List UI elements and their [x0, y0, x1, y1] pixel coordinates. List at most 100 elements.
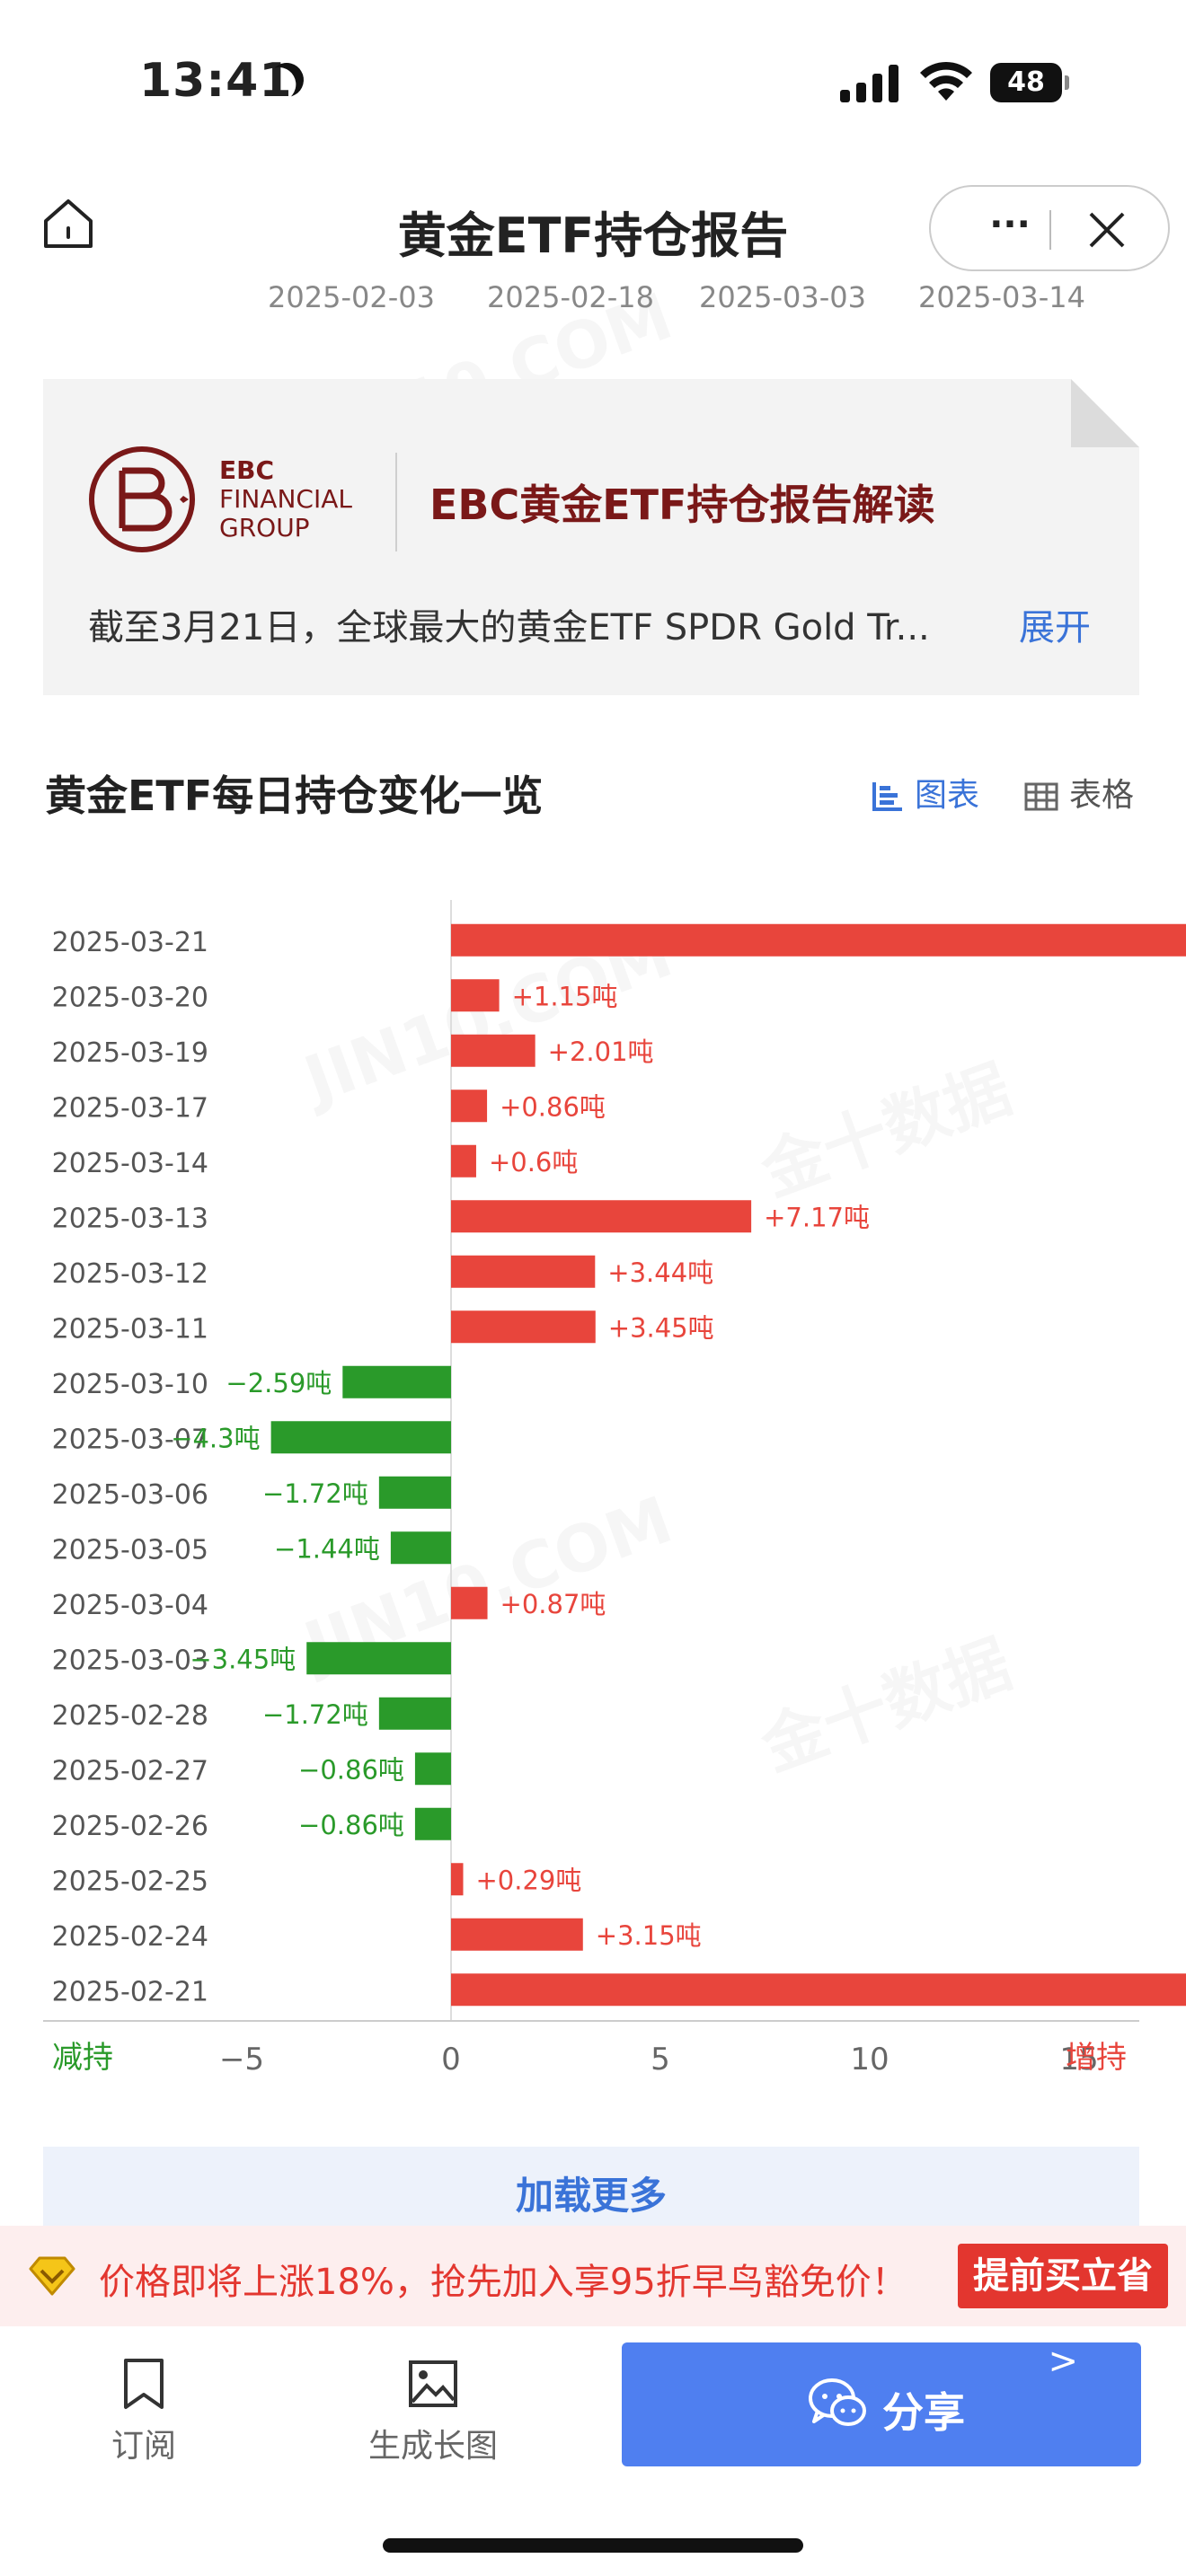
home-icon[interactable] [40, 196, 96, 251]
generate-long-image-button[interactable]: 生成长图 [352, 2357, 514, 2466]
section-title: 黄金ETF每日持仓变化一览 [45, 772, 544, 820]
bar [378, 1476, 451, 1509]
category-label: 2025-03-20 [52, 982, 208, 1013]
data-label: +1.15吨 [512, 981, 618, 1011]
bar [451, 1863, 464, 1896]
category-label: 2025-03-21 [52, 927, 208, 958]
category-label: 2025-02-24 [52, 1921, 208, 1953]
long-image-label: 生成长图 [367, 2428, 498, 2465]
category-label: 2025-03-10 [52, 1369, 208, 1400]
more-button[interactable]: ··· [989, 204, 1031, 245]
data-label: +0.86吨 [500, 1091, 606, 1122]
x-tick-label: −5 [219, 2042, 264, 2075]
logo-line: GROUP [219, 513, 310, 543]
buy-now-button[interactable]: 提前买立省 [958, 2244, 1168, 2308]
miniprogram-capsule: ··· [929, 185, 1170, 271]
bar-chart-icon [872, 782, 902, 811]
data-label: −1.72吨 [262, 1699, 368, 1730]
bar [451, 979, 500, 1012]
cellular-signal-icon [840, 65, 899, 102]
bar [414, 1752, 451, 1786]
bar [306, 1642, 451, 1675]
category-label: 2025-02-27 [52, 1755, 208, 1786]
data-label: −1.44吨 [274, 1533, 380, 1564]
data-label: +3.44吨 [607, 1257, 713, 1288]
battery-icon: 48 [990, 63, 1069, 102]
category-label: 2025-03-19 [52, 1037, 208, 1069]
subscribe-button[interactable]: 订阅 [63, 2357, 225, 2466]
bottom-action-bar: 订阅 生成长图 分享 > [0, 2328, 1186, 2576]
x-tick-label: 0 [441, 2042, 461, 2075]
category-label: 2025-02-21 [52, 1976, 208, 2007]
bar [414, 1807, 451, 1840]
bar [378, 1697, 451, 1730]
bar [270, 1421, 451, 1454]
category-label: 2025-03-17 [52, 1092, 208, 1124]
ebc-card-heading: EBC黄金ETF持仓报告解读 [429, 481, 935, 529]
x-tick-label: 10 [850, 2042, 889, 2075]
ebc-logo-icon [89, 446, 195, 552]
date-strip-label: 2025-02-03 [268, 280, 435, 314]
category-label: 2025-03-11 [52, 1313, 208, 1345]
bar [451, 1310, 596, 1344]
category-label: 2025-02-26 [52, 1811, 208, 1842]
category-label: 2025-02-28 [52, 1700, 208, 1732]
ebc-logo-text: EBC FINANCIAL GROUP [219, 456, 352, 543]
bar [451, 1973, 1186, 2007]
data-label: +0.6吨 [489, 1147, 578, 1178]
data-label: +2.01吨 [548, 1037, 654, 1067]
data-label: −0.86吨 [298, 1754, 404, 1785]
data-label: −1.72吨 [262, 1478, 368, 1509]
share-label: 分享 [882, 2388, 965, 2437]
bar [451, 1200, 752, 1233]
expand-link[interactable]: 展开 [1019, 607, 1091, 648]
bar [451, 1034, 535, 1067]
logo-divider [395, 453, 397, 551]
promo-text: 价格即将上涨18%，抢先加入享95折早鸟豁免价！ [99, 2262, 907, 2303]
bar [390, 1531, 451, 1565]
bar [451, 1586, 488, 1619]
holdings-change-chart: 2025-03-21+20.08吨2025-03-20+1.15吨2025-03… [43, 900, 1186, 2075]
promo-banner[interactable]: 价格即将上涨18%，抢先加入享95折早鸟豁免价！ 提前买立省 [0, 2226, 1186, 2326]
data-label: +0.29吨 [476, 1865, 582, 1895]
date-strip-label: 2025-03-14 [918, 280, 1085, 314]
share-button[interactable]: 分享 > [622, 2341, 1141, 2466]
logo-line: EBC [219, 455, 275, 485]
card-fold-shadow [1071, 379, 1139, 447]
decrease-axis-label: 减持 [52, 2040, 113, 2075]
category-label: 2025-03-06 [52, 1479, 208, 1511]
data-label: −3.45吨 [190, 1644, 296, 1674]
close-icon[interactable] [1084, 207, 1130, 253]
table-icon [1024, 782, 1058, 811]
data-label: −0.86吨 [298, 1810, 404, 1840]
data-label: +0.87吨 [500, 1589, 606, 1619]
data-label: +3.15吨 [596, 1920, 702, 1951]
home-indicator [383, 2538, 803, 2553]
bar [451, 1144, 476, 1178]
share-arrow-icon: > [1048, 2341, 1078, 2382]
increase-axis-label: 增持 [1066, 2040, 1127, 2075]
ebc-card-summary: 截至3月21日，全球最大的黄金ETF SPDR Gold Tr... [88, 607, 930, 648]
bar [451, 1090, 488, 1123]
category-label: 2025-03-12 [52, 1258, 208, 1290]
data-label: −2.59吨 [226, 1368, 332, 1398]
diamond-icon [29, 2256, 75, 2296]
category-label: 2025-02-25 [52, 1866, 208, 1897]
date-strip: 2025-02-03 2025-02-18 2025-03-03 2025-03… [0, 280, 1186, 316]
data-label: +3.45吨 [608, 1312, 714, 1343]
ebc-report-card[interactable]: EBC FINANCIAL GROUP EBC黄金ETF持仓报告解读 截至3月2… [43, 379, 1139, 695]
data-label: +7.17吨 [764, 1202, 870, 1232]
view-table-toggle[interactable]: 表格 [1024, 769, 1134, 816]
bar [451, 923, 1186, 957]
subscribe-label: 订阅 [111, 2428, 176, 2465]
date-strip-label: 2025-02-18 [487, 280, 654, 314]
view-table-label: 表格 [1069, 777, 1135, 814]
category-label: 2025-03-05 [52, 1534, 208, 1566]
status-time: 13:41 [139, 54, 293, 108]
bar [342, 1365, 451, 1398]
bar [451, 1255, 596, 1288]
category-label: 2025-03-04 [52, 1590, 208, 1621]
view-chart-toggle[interactable]: 图表 [872, 769, 979, 816]
capsule-divider [1049, 210, 1051, 250]
x-tick-label: 15 [1059, 2042, 1098, 2075]
